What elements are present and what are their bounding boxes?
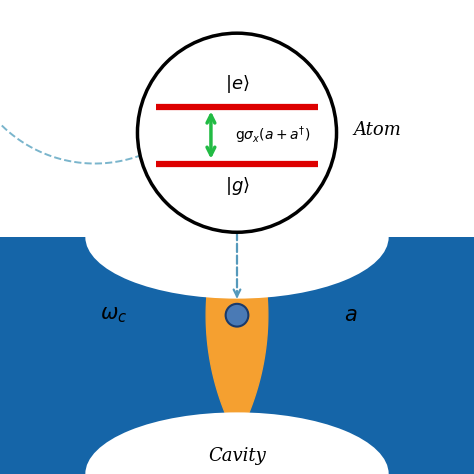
Circle shape — [137, 33, 337, 232]
Circle shape — [226, 304, 248, 327]
Text: $\omega_c$: $\omega_c$ — [100, 305, 128, 325]
Ellipse shape — [85, 175, 389, 299]
Text: Cavity: Cavity — [208, 447, 266, 465]
Text: $\mathrm{g}\sigma_x(a+a^{\dagger})$: $\mathrm{g}\sigma_x(a+a^{\dagger})$ — [235, 124, 310, 146]
Text: Atom: Atom — [353, 121, 401, 139]
Text: $|g\rangle$: $|g\rangle$ — [225, 175, 249, 197]
Bar — [0, 237, 474, 474]
Polygon shape — [206, 237, 268, 474]
Text: $|e\rangle$: $|e\rangle$ — [225, 73, 249, 95]
Text: $a$: $a$ — [344, 306, 357, 325]
Ellipse shape — [85, 412, 389, 474]
